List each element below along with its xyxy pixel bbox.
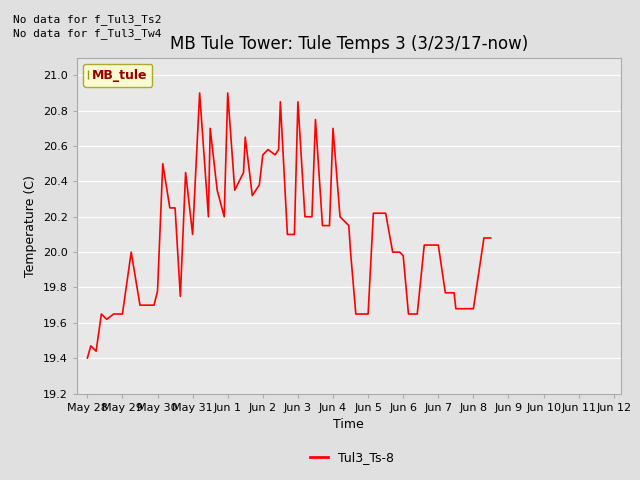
Legend: MB_tule: MB_tule	[83, 64, 152, 87]
Text: No data for f_Tul3_Ts2: No data for f_Tul3_Ts2	[13, 13, 161, 24]
X-axis label: Time: Time	[333, 418, 364, 431]
Title: MB Tule Tower: Tule Temps 3 (3/23/17-now): MB Tule Tower: Tule Temps 3 (3/23/17-now…	[170, 35, 528, 53]
Legend: Tul3_Ts-8: Tul3_Ts-8	[305, 446, 399, 469]
Text: No data for f_Tul3_Tw4: No data for f_Tul3_Tw4	[13, 28, 161, 39]
Y-axis label: Temperature (C): Temperature (C)	[24, 175, 37, 276]
